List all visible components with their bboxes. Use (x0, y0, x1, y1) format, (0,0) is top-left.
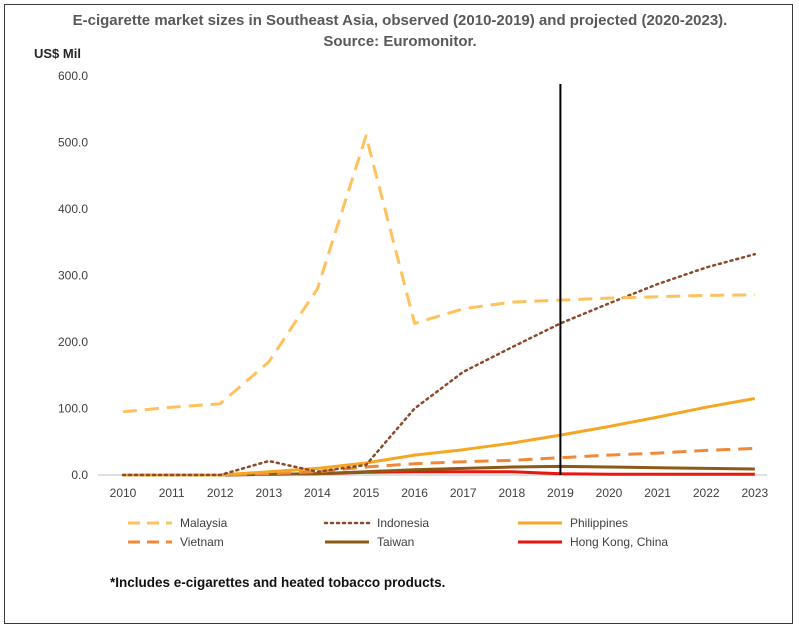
legend-label: Taiwan (377, 535, 414, 549)
legend-label: Hong Kong, China (570, 535, 668, 549)
y-tick-label: 500.0 (58, 136, 88, 150)
series-line-vietnam (123, 446, 755, 477)
y-tick-label: 200.0 (58, 335, 88, 349)
x-tick-label: 2019 (547, 486, 574, 500)
x-tick-label: 2021 (644, 486, 671, 500)
x-tick-label: 2013 (255, 486, 282, 500)
x-tick-label: 2011 (159, 486, 185, 500)
series-line-malaysia (122, 134, 755, 414)
legend-label: Malaysia (180, 516, 228, 530)
x-tick-label: 2012 (207, 486, 234, 500)
y-tick-label: 300.0 (58, 269, 88, 283)
x-tick-label: 2022 (693, 486, 720, 500)
chart-frame (4, 4, 793, 624)
footnote: *Includes e-cigarettes and heated tobacc… (110, 575, 446, 590)
x-tick-label: 2020 (596, 486, 623, 500)
y-axis-unit-label: US$ Mil (34, 46, 81, 61)
y-tick-label: 100.0 (58, 402, 88, 416)
x-tick-label: 2018 (498, 486, 525, 500)
x-tick-label: 2010 (110, 486, 137, 500)
chart-title: E-cigarette market sizes in Southeast As… (72, 12, 728, 50)
series-line-indonesia (121, 252, 757, 477)
legend-label: Philippines (570, 516, 628, 530)
series-line-philippines (123, 397, 756, 477)
legend-label: Indonesia (377, 516, 429, 530)
x-tick-label: 2023 (741, 486, 768, 500)
y-tick-label: 400.0 (58, 202, 88, 216)
x-tick-label: 2016 (401, 486, 428, 500)
y-tick-label: 600.0 (58, 69, 88, 83)
x-tick-label: 2014 (304, 486, 331, 500)
x-tick-label: 2015 (353, 486, 380, 500)
legend-label: Vietnam (180, 535, 224, 549)
x-tick-label: 2017 (450, 486, 477, 500)
y-tick-label: 0.0 (71, 468, 88, 482)
